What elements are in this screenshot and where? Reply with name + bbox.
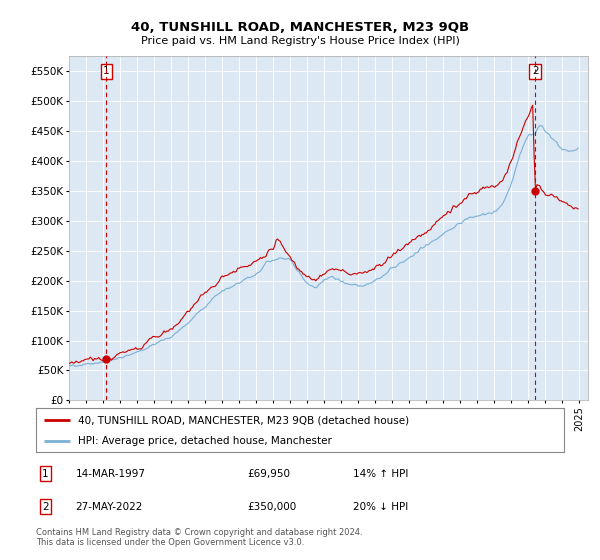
Text: 14% ↑ HPI: 14% ↑ HPI <box>353 469 408 479</box>
Text: 27-MAY-2022: 27-MAY-2022 <box>76 502 143 512</box>
Text: 1: 1 <box>103 67 110 77</box>
Text: 20% ↓ HPI: 20% ↓ HPI <box>353 502 408 512</box>
Text: £69,950: £69,950 <box>247 469 290 479</box>
Text: £350,000: £350,000 <box>247 502 296 512</box>
Text: HPI: Average price, detached house, Manchester: HPI: Average price, detached house, Manc… <box>78 436 332 446</box>
Text: 1: 1 <box>42 469 49 479</box>
Text: 40, TUNSHILL ROAD, MANCHESTER, M23 9QB (detached house): 40, TUNSHILL ROAD, MANCHESTER, M23 9QB (… <box>78 415 409 425</box>
Text: 2: 2 <box>42 502 49 512</box>
Text: Contains HM Land Registry data © Crown copyright and database right 2024.
This d: Contains HM Land Registry data © Crown c… <box>36 528 362 547</box>
Text: Price paid vs. HM Land Registry's House Price Index (HPI): Price paid vs. HM Land Registry's House … <box>140 36 460 46</box>
Text: 40, TUNSHILL ROAD, MANCHESTER, M23 9QB: 40, TUNSHILL ROAD, MANCHESTER, M23 9QB <box>131 21 469 34</box>
Text: 2: 2 <box>532 67 539 77</box>
Text: 14-MAR-1997: 14-MAR-1997 <box>76 469 146 479</box>
